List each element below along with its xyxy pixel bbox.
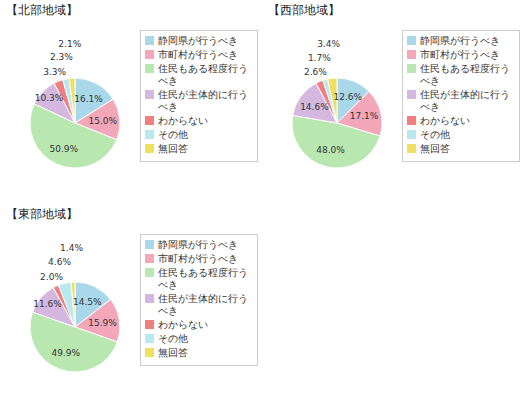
svg-text:11.6%: 11.6% [33, 299, 62, 309]
html-text:【西部地域】: 【西部地域】 [268, 3, 340, 17]
html-text:無回答: 無回答 [158, 347, 188, 358]
html-text:【東部地域】: 【東部地域】 [6, 207, 78, 221]
svg-text:14.5%: 14.5% [73, 297, 102, 307]
svg-text:4.6%: 4.6% [48, 257, 71, 267]
svg-text:49.9%: 49.9% [51, 348, 80, 358]
html-text:市町村が行うべき: 市町村が行うべき [158, 49, 238, 60]
svg-text:16.1%: 16.1% [74, 94, 103, 104]
html-text:住民もある程度行う べき: 住民もある程度行う べき [158, 63, 248, 86]
html-text:その他: その他 [158, 129, 188, 140]
html-text:【北部地域】: 【北部地域】 [6, 3, 78, 17]
html-text:わからない: わからない [420, 115, 470, 126]
svg-text:2.6%: 2.6% [304, 67, 327, 77]
html-text:その他: その他 [420, 129, 450, 140]
svg-text:2.3%: 2.3% [50, 52, 73, 62]
html-text:静岡県が行うべき: 静岡県が行うべき [158, 239, 238, 250]
svg-text:17.1%: 17.1% [350, 111, 379, 121]
html-text:住民もある程度行う べき: 住民もある程度行う べき [420, 63, 510, 86]
svg-text:3.3%: 3.3% [43, 67, 66, 77]
svg-text:2.0%: 2.0% [40, 272, 63, 282]
svg-text:50.9%: 50.9% [50, 144, 79, 154]
svg-text:15.9%: 15.9% [88, 318, 117, 328]
html-text:その他: その他 [158, 333, 188, 344]
svg-text:12.6%: 12.6% [333, 92, 362, 102]
svg-text:15.0%: 15.0% [88, 116, 117, 126]
html-text:静岡県が行うべき: 静岡県が行うべき [420, 35, 500, 46]
html-text:住民が主体的に行う べき: 住民が主体的に行う べき [158, 89, 248, 112]
svg-text:1.4%: 1.4% [60, 243, 83, 253]
svg-text:48.0%: 48.0% [316, 145, 345, 155]
html-text:わからない: わからない [158, 115, 208, 126]
svg-text:2.1%: 2.1% [58, 39, 81, 49]
html-text:住民が主体的に行う べき: 住民が主体的に行う べき [158, 293, 248, 316]
svg-text:10.3%: 10.3% [35, 93, 64, 103]
svg-text:3.4%: 3.4% [317, 39, 340, 49]
svg-text:1.7%: 1.7% [308, 53, 331, 63]
html-text:無回答: 無回答 [420, 143, 450, 154]
html-text:わからない: わからない [158, 319, 208, 330]
html-text:静岡県が行うべき: 静岡県が行うべき [158, 35, 238, 46]
html-text:住民もある程度行う べき: 住民もある程度行う べき [158, 267, 248, 290]
html-text:住民が主体的に行う べき: 住民が主体的に行う べき [420, 89, 510, 112]
html-text:市町村が行うべき: 市町村が行うべき [158, 253, 238, 264]
svg-text:14.6%: 14.6% [300, 102, 329, 112]
html-text:無回答: 無回答 [158, 143, 188, 154]
html-text:市町村が行うべき: 市町村が行うべき [420, 49, 500, 60]
